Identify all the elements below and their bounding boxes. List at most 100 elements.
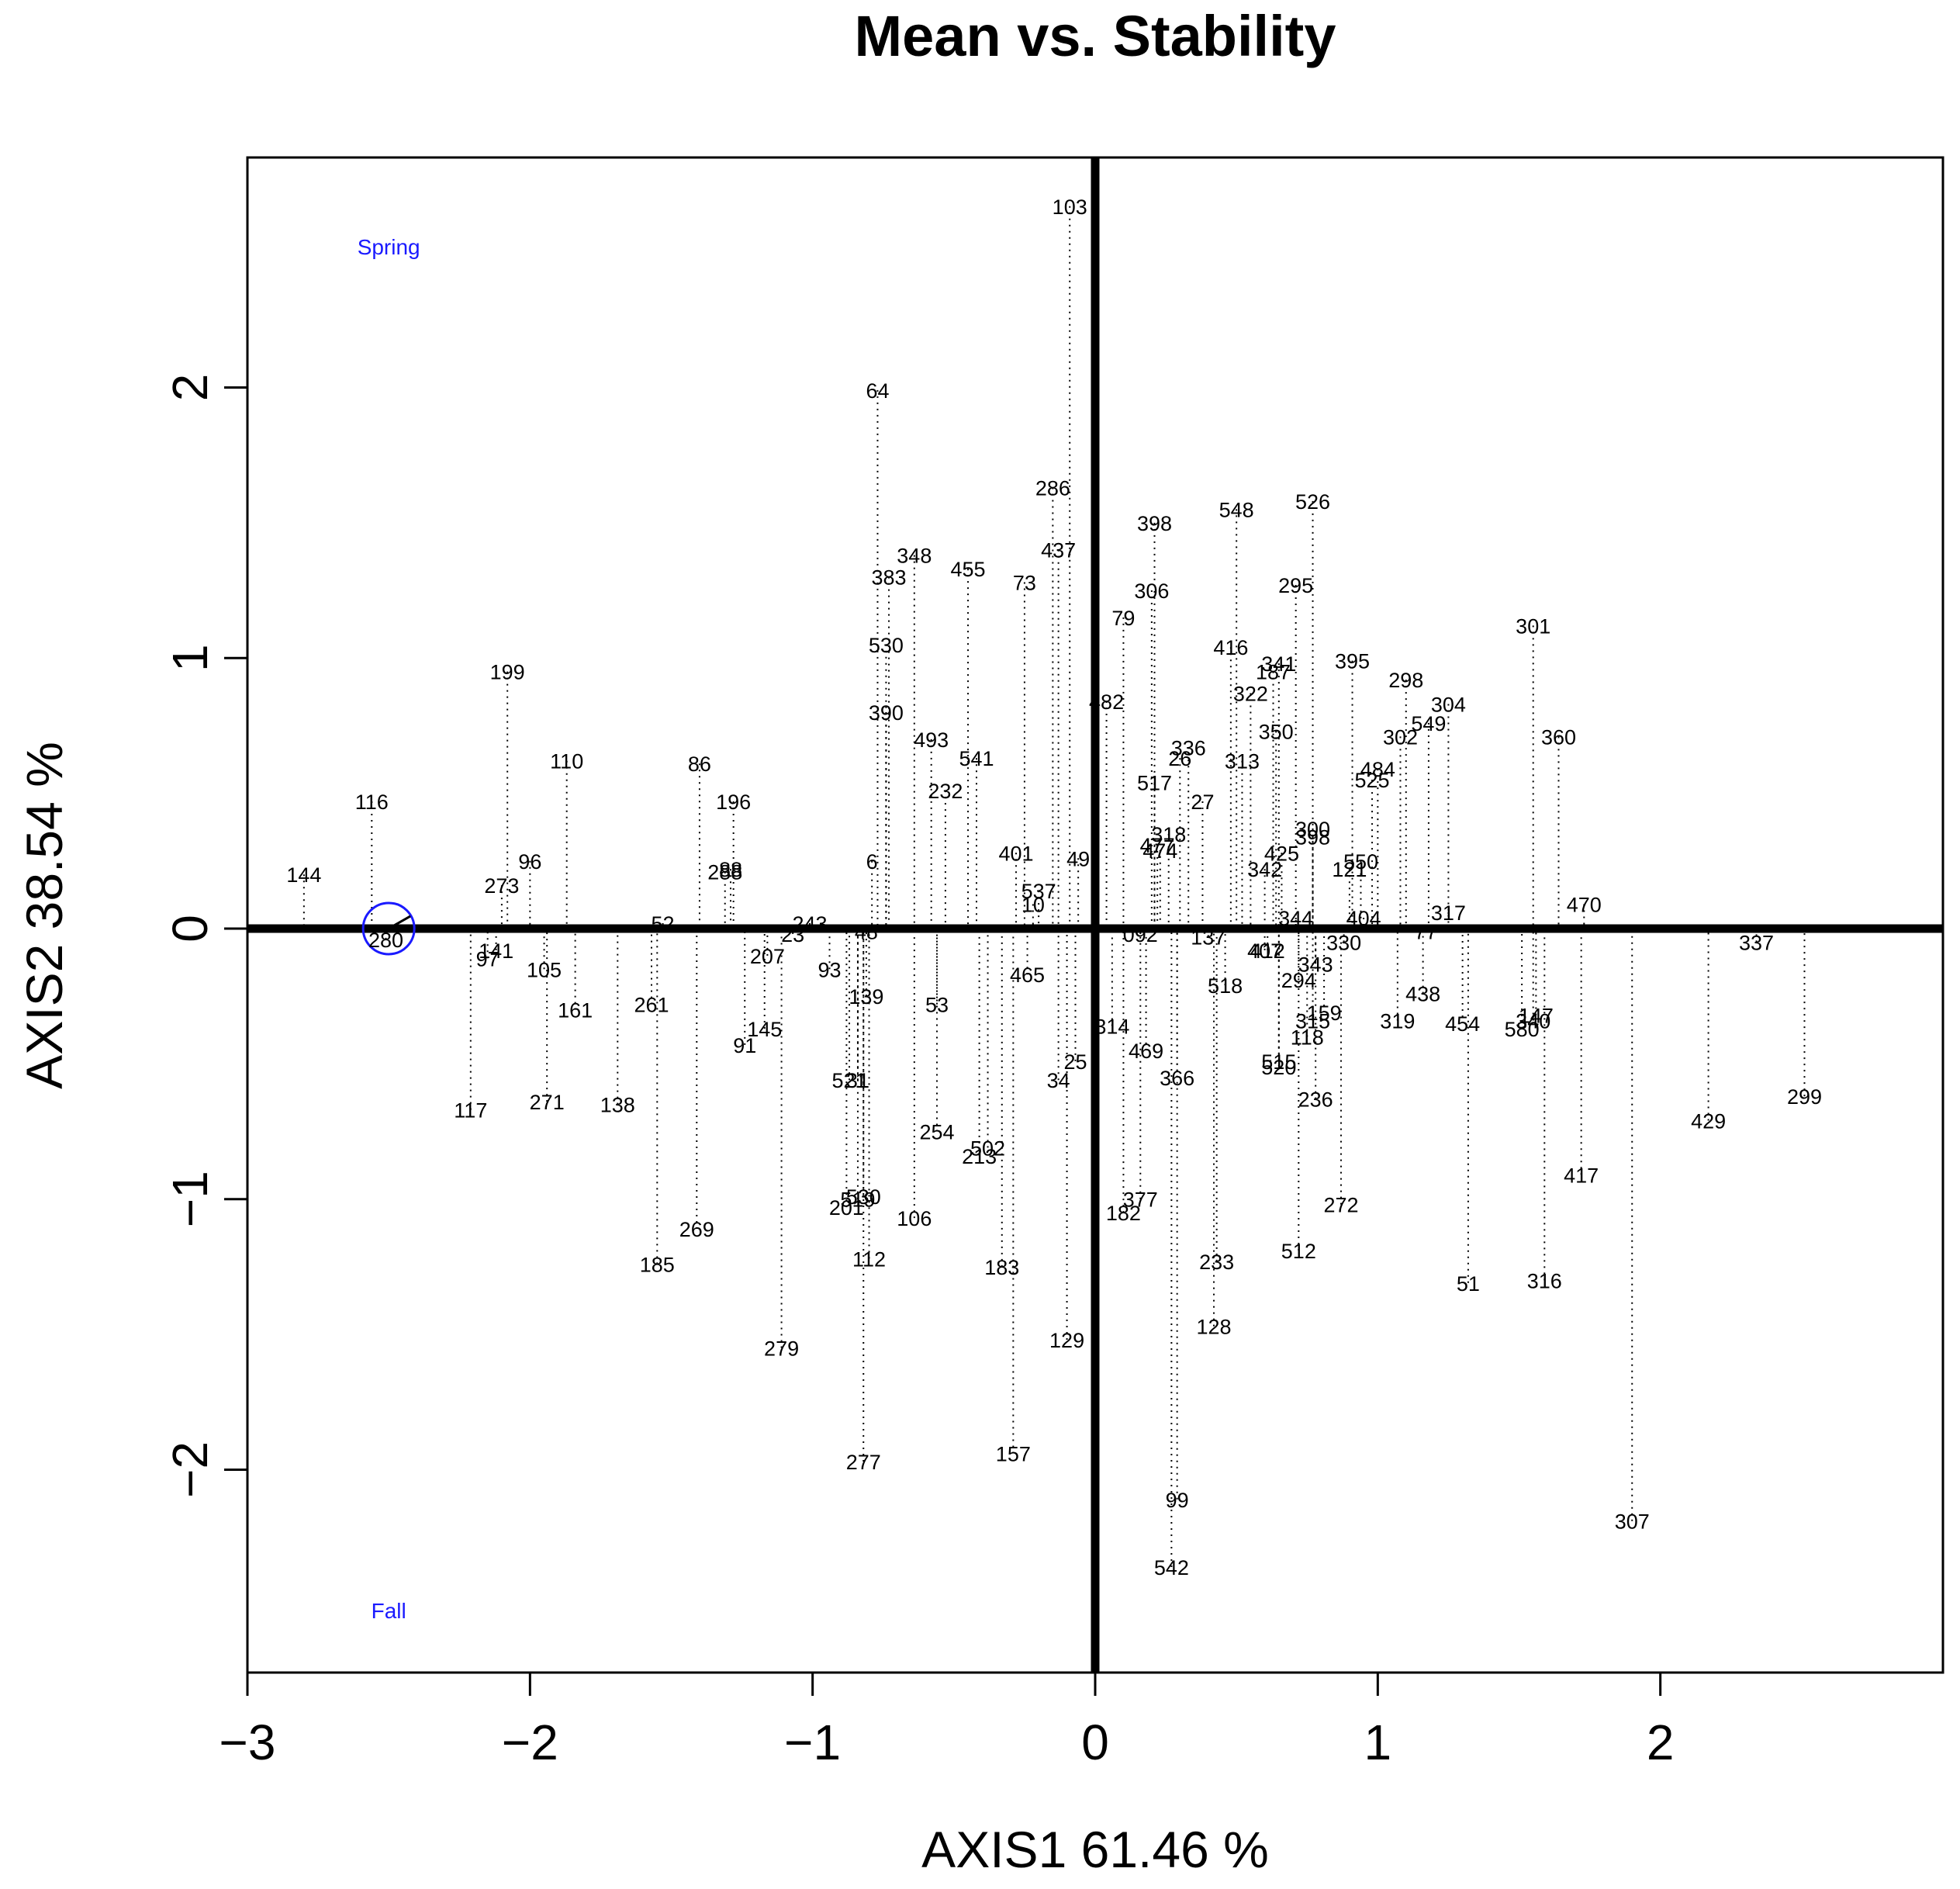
- genotype-label: 118: [1291, 1026, 1324, 1049]
- genotype-label: 117: [454, 1099, 487, 1123]
- genotype-label: 273: [484, 874, 519, 898]
- genotype-label: 141: [479, 939, 513, 963]
- genotype-label: 23: [781, 923, 804, 946]
- genotype-label: 580: [1505, 1018, 1540, 1041]
- genotype-label: 438: [1405, 983, 1440, 1006]
- chart-title: Mean vs. Stability: [855, 4, 1336, 68]
- x-tick-label: −1: [784, 1714, 841, 1770]
- genotype-label: 187: [1256, 661, 1291, 684]
- genotype-label: 407: [1247, 939, 1282, 963]
- genotype-label: 196: [716, 791, 751, 814]
- genotype-label: 280: [368, 929, 403, 952]
- genotype-label: 295: [1278, 574, 1313, 597]
- genotype-label: 520: [1261, 1056, 1296, 1079]
- genotype-label: 157: [996, 1443, 1031, 1466]
- genotype-label: 342: [1247, 858, 1282, 881]
- genotype-label: 319: [1380, 1010, 1415, 1033]
- genotype-label: 493: [914, 728, 949, 752]
- genotype-label: 404: [1346, 907, 1381, 930]
- x-tick-label: 2: [1647, 1714, 1675, 1770]
- genotype-label: 139: [849, 985, 883, 1009]
- genotype-label: 27: [1191, 791, 1214, 814]
- genotype-label: 51: [1457, 1272, 1480, 1296]
- genotype-label: 301: [1516, 614, 1550, 638]
- genotype-label: 232: [928, 780, 963, 803]
- genotype-label: 48: [855, 920, 878, 943]
- genotype-label: 512: [1281, 1240, 1316, 1263]
- x-tick-label: 0: [1081, 1714, 1109, 1770]
- genotype-label: 112: [852, 1247, 886, 1271]
- average-environment-arrow: [388, 915, 411, 930]
- genotype-label: 294: [1281, 969, 1316, 992]
- genotype-label: 10: [1021, 894, 1045, 917]
- genotype-label: 484: [1360, 758, 1395, 781]
- genotype-label: 316: [1527, 1269, 1562, 1292]
- genotype-label: 279: [764, 1337, 799, 1361]
- genotype-label: 340: [1516, 1010, 1550, 1033]
- genotype-label: 401: [998, 842, 1033, 865]
- genotype-label: 425: [1264, 842, 1299, 865]
- genotype-label: 121: [1332, 858, 1367, 881]
- y-tick-label: 2: [162, 374, 218, 402]
- x-tick-label: 1: [1364, 1714, 1392, 1770]
- genotype-label: 429: [1691, 1110, 1726, 1133]
- genotype-label: 302: [1383, 725, 1418, 749]
- genotype-label: 482: [1089, 690, 1124, 714]
- y-tick-label: −2: [162, 1441, 218, 1498]
- genotype-label: 550: [1343, 850, 1378, 874]
- genotype-label: 537: [1021, 880, 1056, 903]
- genotype-label: 52: [652, 912, 675, 936]
- genotype-label: 182: [1106, 1202, 1141, 1225]
- genotype-label: 159: [1307, 1002, 1342, 1025]
- genotype-label: 348: [897, 545, 932, 568]
- genotype-label: 105: [527, 958, 562, 981]
- genotype-label: 092: [1123, 923, 1158, 946]
- genotype-label: 318: [1151, 823, 1186, 846]
- genotype-label: 73: [1013, 572, 1036, 595]
- genotype-label: 86: [688, 752, 711, 776]
- genotype-label: 26: [1168, 747, 1191, 770]
- genotype-label: 541: [959, 747, 994, 770]
- genotype-label: 106: [897, 1207, 932, 1230]
- genotype-label: 199: [490, 661, 525, 684]
- average-environment-circle: [361, 901, 416, 956]
- genotype-label: 261: [634, 994, 669, 1017]
- genotype-label: 313: [1225, 750, 1260, 773]
- genotype-label: 93: [818, 958, 842, 981]
- genotype-label: 79: [1111, 607, 1135, 630]
- genotype-label: 161: [558, 999, 593, 1022]
- genotype-label: 322: [1233, 683, 1268, 706]
- genotype-label: 502: [970, 1137, 1005, 1160]
- genotype-label: 474: [1142, 839, 1177, 863]
- genotype-label: 233: [1199, 1251, 1234, 1274]
- genotype-label: 517: [1137, 772, 1172, 795]
- genotype-label: 337: [1739, 931, 1774, 954]
- genotype-label: 116: [355, 791, 389, 814]
- genotype-label: 398: [1295, 825, 1330, 849]
- genotype-label: 454: [1445, 1012, 1480, 1036]
- genotype-label: 477: [1140, 834, 1175, 857]
- genotype-label: 360: [1541, 725, 1576, 749]
- genotype-label: 417: [1564, 1164, 1599, 1187]
- genotype-label: 383: [872, 566, 907, 590]
- genotype-label: 31: [846, 1069, 869, 1092]
- genotype-label: 317: [1431, 901, 1466, 925]
- genotype-label: 315: [1295, 1010, 1330, 1033]
- genotype-label: 25: [1063, 1050, 1087, 1074]
- genotype-label: 469: [1129, 1040, 1163, 1063]
- x-tick-label: −2: [502, 1714, 558, 1770]
- genotype-label: 91: [733, 1034, 756, 1057]
- genotype-label: 398: [1137, 512, 1172, 535]
- y-tick-label: 0: [162, 915, 218, 943]
- genotype-label: 269: [679, 1218, 714, 1241]
- genotype-label: 530: [846, 1185, 881, 1209]
- genotype-label: 299: [1787, 1085, 1822, 1109]
- genotype-label: 254: [919, 1121, 954, 1144]
- genotype-label: 147: [1519, 1005, 1554, 1028]
- genotype-label: 96: [518, 850, 541, 874]
- environment-label: Spring: [358, 235, 420, 259]
- genotype-label: 306: [1134, 580, 1169, 603]
- y-axis: −2 −1 0 1 2: [162, 374, 247, 1498]
